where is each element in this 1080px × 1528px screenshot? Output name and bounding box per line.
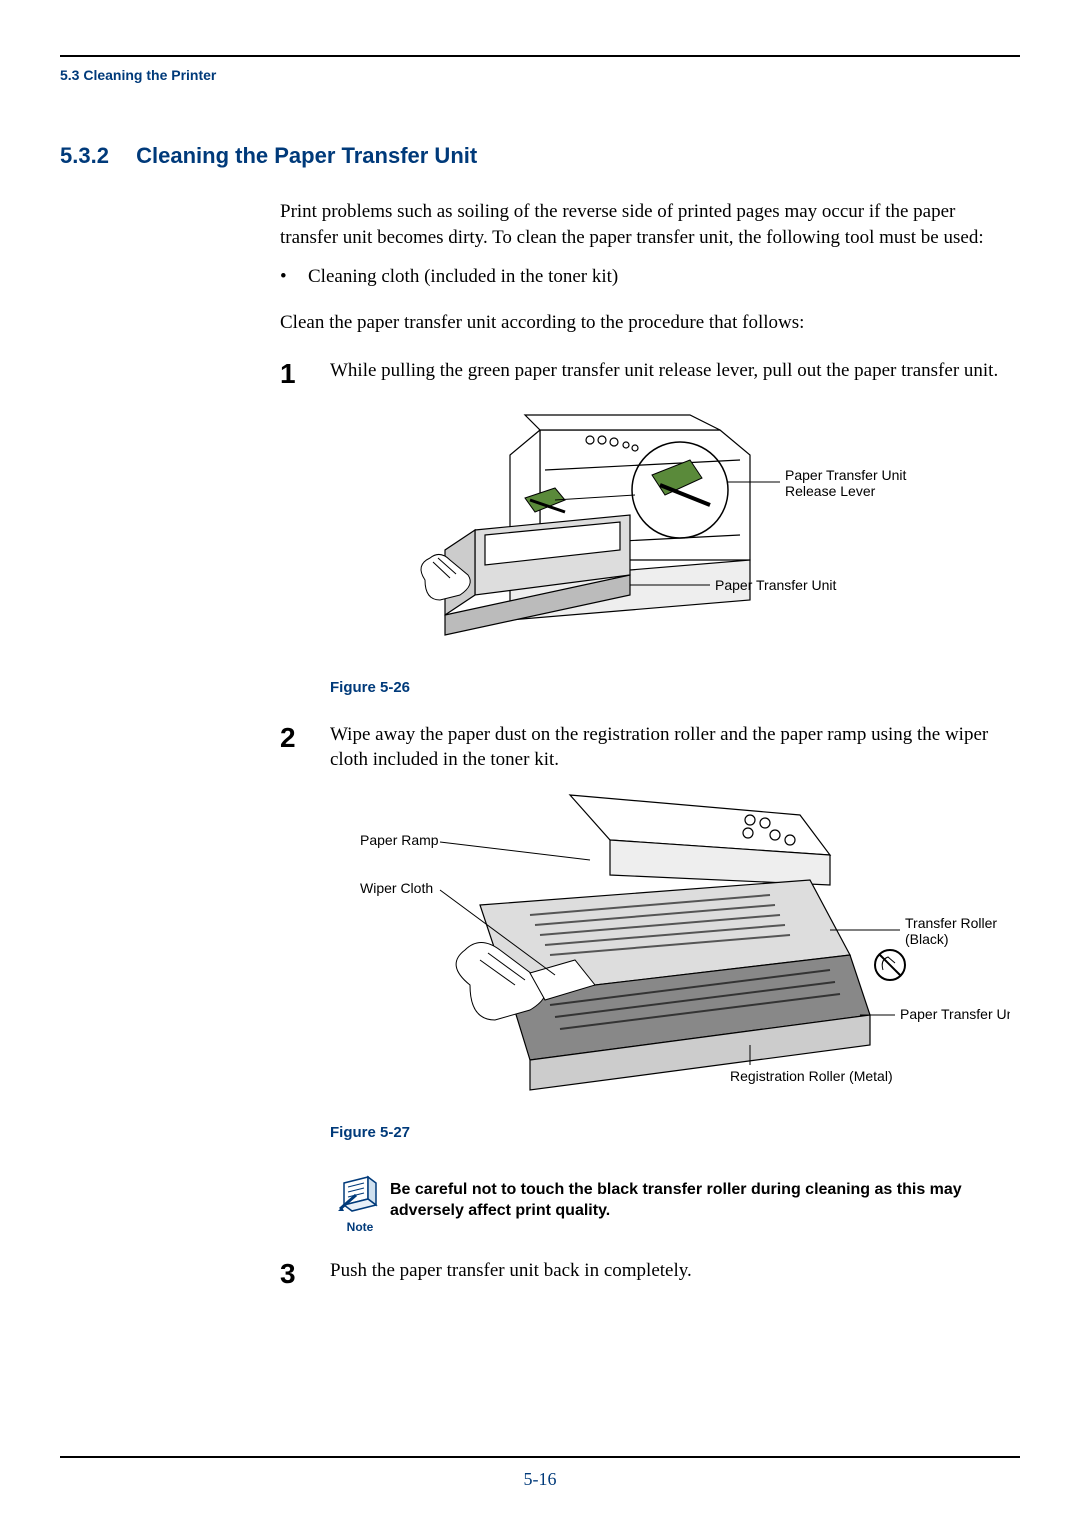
label-ptu: Paper Transfer Unit bbox=[900, 1006, 1010, 1022]
printer-diagram-1: Paper Transfer Unit Release Lever Paper … bbox=[330, 400, 950, 660]
lead-paragraph: Clean the paper transfer unit according … bbox=[280, 310, 1000, 336]
page-container: 5.3 Cleaning the Printer 5.3.2 Cleaning … bbox=[0, 0, 1080, 1288]
step-text: Push the paper transfer unit back in com… bbox=[330, 1258, 692, 1288]
body-block: Print problems such as soiling of the re… bbox=[280, 199, 1000, 1288]
step-3: 3 Push the paper transfer unit back in c… bbox=[280, 1258, 1000, 1288]
section-number: 5.3.2 bbox=[60, 143, 130, 169]
bullet-text: Cleaning cloth (included in the toner ki… bbox=[308, 264, 618, 290]
printer-diagram-2: Paper Ramp Wiper Cloth Transfer Roller (… bbox=[330, 785, 1010, 1105]
section-heading: 5.3.2 Cleaning the Paper Transfer Unit bbox=[60, 143, 1020, 169]
note-text: Be careful not to touch the black transf… bbox=[390, 1175, 1000, 1222]
step-2: 2 Wipe away the paper dust on the regist… bbox=[280, 722, 1000, 773]
step-number: 3 bbox=[280, 1258, 330, 1288]
bullet-item: • Cleaning cloth (included in the toner … bbox=[280, 264, 1000, 290]
note-label: Note bbox=[330, 1220, 390, 1234]
bullet-marker: • bbox=[280, 264, 308, 290]
note-icon bbox=[338, 1175, 382, 1213]
intro-paragraph: Print problems such as soiling of the re… bbox=[280, 199, 1000, 250]
figure-caption-1: Figure 5-26 bbox=[330, 679, 1000, 696]
step-text: While pulling the green paper transfer u… bbox=[330, 358, 998, 388]
step-1: 1 While pulling the green paper transfer… bbox=[280, 358, 1000, 388]
label-transfer-roller: Transfer Roller bbox=[905, 915, 997, 931]
figure-caption-2: Figure 5-27 bbox=[330, 1124, 1000, 1141]
label-paper-ramp: Paper Ramp bbox=[360, 832, 439, 848]
section-title: Cleaning the Paper Transfer Unit bbox=[136, 143, 477, 168]
label-transfer-roller-2: (Black) bbox=[905, 931, 949, 947]
label-unit: Paper Transfer Unit bbox=[715, 577, 836, 593]
page-number: 5-16 bbox=[0, 1469, 1080, 1490]
label-reg-roller: Registration Roller (Metal) bbox=[730, 1068, 893, 1084]
figure-5-27: Paper Ramp Wiper Cloth Transfer Roller (… bbox=[330, 785, 1000, 1110]
breadcrumb: 5.3 Cleaning the Printer bbox=[60, 67, 1020, 83]
label-release-lever-2: Release Lever bbox=[785, 483, 876, 499]
label-release-lever: Paper Transfer Unit bbox=[785, 467, 906, 483]
bottom-rule bbox=[60, 1456, 1020, 1458]
step-number: 1 bbox=[280, 358, 330, 388]
step-number: 2 bbox=[280, 722, 330, 773]
step-text: Wipe away the paper dust on the registra… bbox=[330, 722, 1000, 773]
top-rule bbox=[60, 55, 1020, 57]
label-wiper-cloth: Wiper Cloth bbox=[360, 880, 433, 896]
note-block: Note Be careful not to touch the black t… bbox=[330, 1175, 1000, 1234]
figure-5-26: Paper Transfer Unit Release Lever Paper … bbox=[330, 400, 1000, 665]
note-icon-wrap: Note bbox=[330, 1175, 390, 1234]
